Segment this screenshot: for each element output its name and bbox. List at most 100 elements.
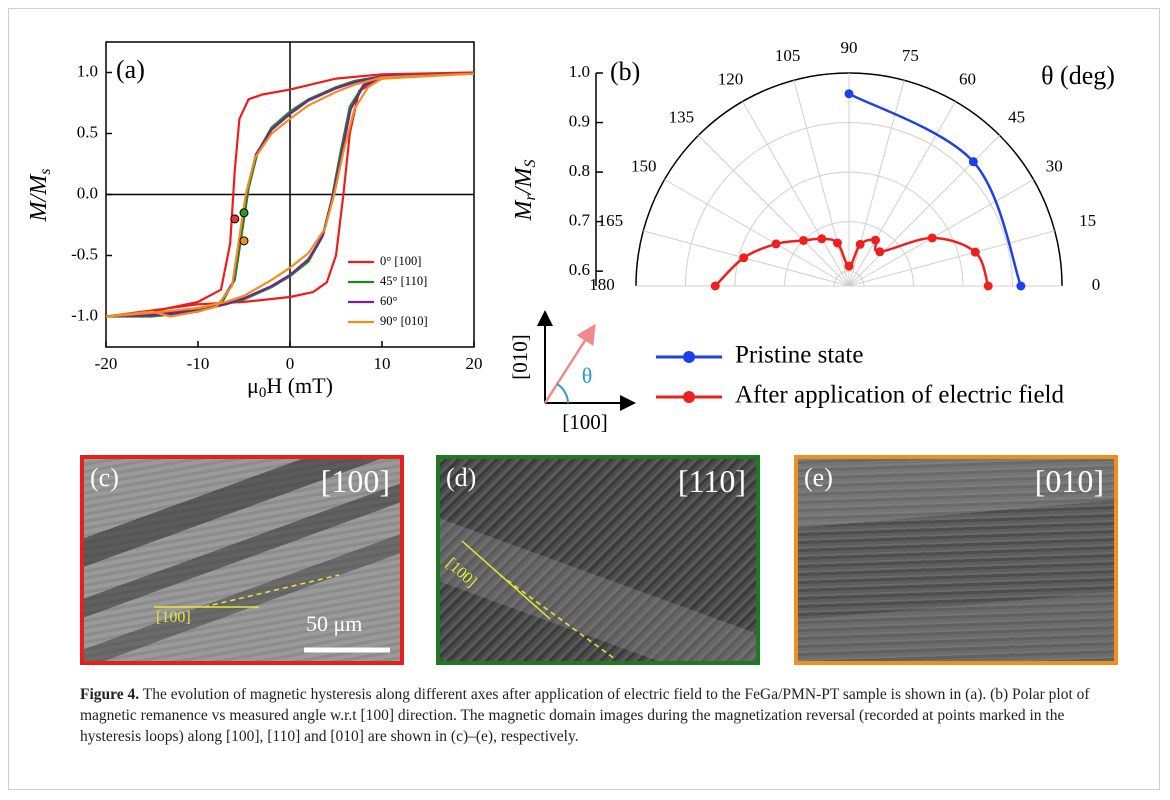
x-label-mu: μ [247, 373, 259, 398]
legend-label: 0° [100] [380, 254, 421, 268]
angle-grid-line [793, 80, 850, 287]
image-overlay [154, 574, 390, 653]
angle-grid-line [848, 230, 1055, 287]
y-tick-label: 1.0 [77, 61, 98, 80]
panel-label: (b) [610, 57, 640, 86]
polar-point [968, 157, 978, 167]
domain-image: (e) [010] [794, 455, 1118, 665]
inset-angle-label: θ [582, 363, 593, 388]
angle-grid-line [742, 101, 850, 287]
angle-tick-label: 180 [589, 275, 615, 294]
polar-point [1016, 281, 1026, 291]
angle-grid-line [848, 101, 956, 287]
angle-tick-label: 105 [775, 46, 801, 65]
r-label-main: M [511, 198, 537, 221]
r-tick-label: 0.8 [569, 161, 590, 180]
angle-tick-label: 0 [1092, 275, 1101, 294]
domain-texture [440, 459, 756, 661]
polar-point [844, 261, 854, 271]
reversal-point [230, 214, 240, 224]
y-label-sub: s [37, 169, 54, 175]
figure-charts: M/Ms μ0H (mT) (a) (b) θ (deg) Mr/MS [010… [26, 38, 1115, 434]
direction-label: [100] [320, 463, 390, 499]
domain-image: (c) [100] [100] 50 μm [80, 455, 404, 665]
domain-texture [84, 459, 400, 661]
x-axis-label: μ0H (mT) [247, 373, 333, 401]
angle-tick-label: 150 [631, 156, 657, 175]
x-label-main: H (mT) [266, 373, 333, 398]
caption-label: Figure 4. [80, 686, 140, 703]
inset-angle-arc [556, 383, 569, 404]
angle-grid-line [664, 179, 850, 287]
y-tick-label: 0.5 [77, 122, 98, 141]
legend-marker [683, 391, 695, 403]
angle-tick-label: 135 [669, 107, 695, 126]
scale-label: 50 μm [306, 611, 363, 636]
polar-point [771, 239, 781, 249]
polar-point [832, 238, 842, 248]
y-tick-label: -1.0 [71, 305, 98, 324]
angle-tick-label: 120 [718, 70, 744, 89]
panel-label: (d) [446, 463, 477, 492]
polar-point [710, 281, 720, 291]
polar-point [817, 234, 827, 244]
legend-label: After application of electric field [735, 382, 1065, 409]
r-tick-label: 0.6 [569, 260, 590, 279]
domain-direction [203, 574, 340, 608]
angle-grid-line [848, 135, 1000, 287]
polar-curve [714, 236, 990, 287]
x-tick-label: 20 [466, 354, 483, 373]
r-label-main: /M [511, 166, 537, 197]
polar-point [983, 281, 993, 291]
y-tick-label: 0.0 [77, 183, 98, 202]
r-tick-label: 0.9 [569, 111, 590, 130]
x-tick-label: -20 [95, 354, 118, 373]
angle-grid-line [848, 80, 905, 287]
angle-grid-line [698, 135, 850, 287]
r-tick-label: 1.0 [569, 62, 590, 81]
domain-texture [798, 459, 1114, 661]
figure-caption: Figure 4. The evolution of magnetic hyst… [80, 684, 1120, 747]
image-overlay [461, 540, 616, 660]
y-axis-label: M/Ms [26, 169, 54, 223]
angle-tick-label: 30 [1046, 156, 1063, 175]
hysteresis-loop [105, 72, 475, 318]
direction-label: [110] [677, 463, 746, 499]
domain-image: (d) [110] [100] [436, 455, 760, 665]
caption-text: The evolution of magnetic hysteresis alo… [80, 686, 1090, 745]
polar-point [855, 239, 865, 249]
x-label-sub: 0 [259, 385, 267, 401]
polar-point [970, 247, 980, 257]
legend-label: 45° [110] [380, 274, 427, 288]
r-label-sub: r [522, 193, 539, 200]
angle-tick-label: 90 [841, 38, 858, 57]
x-tick-label: 0 [286, 354, 295, 373]
reversal-point [239, 208, 249, 218]
panel-label: (c) [90, 463, 119, 492]
x-tick-label: 10 [374, 354, 391, 373]
angle-axis-label: θ (deg) [1041, 61, 1115, 90]
r-label-sub: S [522, 160, 539, 168]
polar-point [798, 235, 808, 245]
angle-tick-label: 60 [959, 70, 976, 89]
inset-y-label: [010] [508, 334, 532, 380]
x-tick-label: -10 [187, 354, 210, 373]
legend-label: 60° [380, 294, 398, 308]
r-tick-label: 0.7 [569, 211, 591, 230]
polar-point [739, 253, 749, 263]
inset-vector [543, 323, 596, 404]
angle-tick-label: 165 [598, 211, 624, 230]
domain-direction [499, 574, 616, 660]
legend-label: Pristine state [735, 342, 863, 369]
panel-label: (a) [116, 55, 145, 84]
r-axis-label: Mr/MS [511, 160, 539, 222]
polar-point [871, 235, 881, 245]
angle-tick-label: 45 [1008, 107, 1025, 126]
reversal-point [239, 236, 249, 246]
polar-point [844, 89, 854, 99]
legend-marker [683, 351, 695, 363]
figure-frame [8, 8, 1160, 790]
inset-x-label: [100] [562, 410, 608, 434]
polar-point [875, 247, 885, 257]
axis-label: [100] [156, 609, 191, 626]
